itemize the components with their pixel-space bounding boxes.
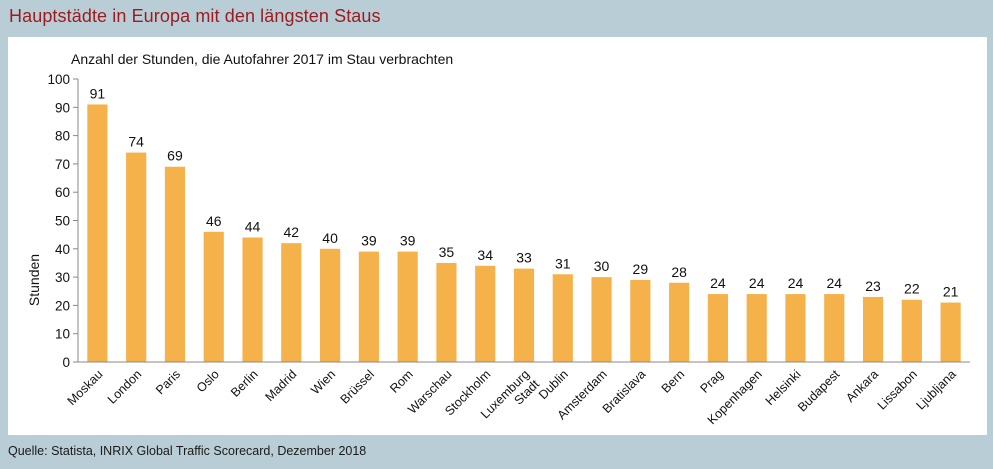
value-label: 28 [671,264,687,280]
chart-subtitle: Anzahl der Stunden, die Autofahrer 2017 … [71,51,453,67]
value-label: 44 [245,218,261,234]
x-axis-labels: Moskau London Paris Oslo Berlin Madrid Wien Brü… [65,367,959,427]
value-label: 30 [594,258,610,274]
bar [862,296,884,362]
bar [513,268,535,362]
x-tick-label: Moskau [65,367,106,408]
x-tick-label: Dublin [536,367,571,402]
chart-title: Hauptstädte in Europa mit den längsten S… [9,6,381,26]
value-labels: 91 74 69 46 44 42 40 39 39 35 34 33 31 30 29 28 24 24 24 24… [90,85,959,299]
x-tick-label: Wien [308,367,338,397]
bar [552,274,573,362]
y-tick-label: 20 [55,298,70,313]
bar [475,265,496,362]
bar [785,294,806,362]
y-tick-label: 10 [55,327,70,342]
value-label: 24 [826,275,842,291]
y-tick-label: 30 [55,270,70,285]
value-label: 31 [555,255,571,271]
value-label: 24 [710,275,726,291]
bar [591,277,612,362]
y-tick-label: 90 [55,100,70,115]
value-label: 22 [904,281,920,297]
bar [397,251,418,362]
y-tick-label: 70 [55,157,70,172]
y-axis-label: Stunden [26,254,42,306]
y-tick-label: 80 [55,129,70,144]
value-label: 42 [284,224,300,240]
bar [940,302,961,362]
value-label: 46 [206,213,222,229]
value-label: 40 [322,230,338,246]
value-label: 24 [749,275,765,291]
x-tick-label: Prag [697,367,726,396]
bar [436,262,457,362]
value-label: 29 [633,261,649,277]
value-label: 39 [400,233,416,249]
bar-chart: Anzahl der Stunden, die Autofahrer 2017 … [26,51,970,427]
y-tick-label: 40 [55,242,70,257]
x-tick-label: Oslo [194,367,222,395]
bar [707,294,728,362]
value-label: 21 [943,284,959,300]
x-tick-label: Ljubljana [913,367,958,412]
value-label: 35 [439,244,455,260]
x-tick-label: Rom [387,367,416,396]
bar [126,152,147,362]
bar [281,243,302,362]
x-tick-label: Paris [153,367,183,397]
bar [746,294,767,362]
x-tick-label: Madrid [263,367,300,404]
x-tick-label: Berlin [228,367,261,400]
source-note: Quelle: Statista, INRIX Global Traffic S… [8,444,367,458]
y-tick-label: 100 [47,72,70,87]
chart-panel: Anzahl der Stunden, die Autofahrer 2017 … [8,37,987,435]
bar [630,279,651,362]
bar [358,251,379,362]
bar [669,282,690,362]
bar [164,166,186,362]
bar [824,294,845,362]
value-label: 74 [128,134,144,150]
x-tick-label: Ankara [843,367,881,405]
y-axis-ticks: 0 10 20 30 40 50 60 70 80 90 100 [47,72,78,370]
value-label: 24 [788,275,804,291]
value-label: 23 [865,278,881,294]
y-tick-label: 60 [55,185,70,200]
bar [320,248,341,362]
y-tick-label: 50 [55,214,70,229]
x-tick-label: London [105,367,144,406]
bar [901,299,922,362]
value-label: 39 [361,233,377,249]
value-label: 69 [167,148,183,164]
bars [87,104,961,362]
x-tick-label: Lissabon [875,367,920,412]
bar [87,104,108,362]
y-tick-label: 0 [62,355,70,370]
bar [203,231,224,362]
value-label: 33 [516,250,532,266]
value-label: 34 [477,247,493,263]
x-tick-label: Brüssel [338,367,377,406]
value-label: 91 [90,85,106,101]
x-tick-label: Budapest [795,367,843,415]
x-tick-label: Bern [659,367,688,396]
bar [242,237,263,362]
